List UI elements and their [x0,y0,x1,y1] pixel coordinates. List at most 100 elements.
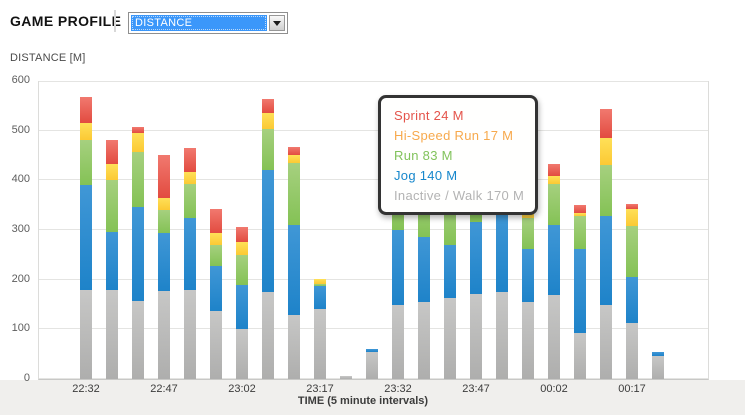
bar-segment-jog [210,266,222,311]
bar-segment-jog [288,225,300,315]
bar-segment-walk [262,292,274,379]
bar-segment-run [262,129,274,170]
chart-bar-23:57[interactable] [522,191,534,379]
chart-bar-22:32[interactable] [80,97,92,379]
chart-bar-00:07[interactable] [574,205,586,379]
chart-bar-22:57[interactable] [210,209,222,379]
bar-segment-jog [496,210,508,292]
chart-title: DISTANCE [M] [10,52,86,64]
bar-segment-run [210,245,222,266]
chevron-down-icon [273,21,281,26]
bar-segment-sprint [236,227,248,242]
bar-segment-walk [444,298,456,379]
page-title: GAME PROFILE [10,13,122,29]
bar-segment-walk [418,302,430,379]
chart-bar-00:12[interactable] [600,109,612,379]
y-axis-tick-label: 0 [23,372,30,384]
bar-segment-walk [366,352,378,379]
x-axis-tick-label: 23:47 [462,383,490,395]
bar-segment-sprint [288,147,300,155]
bar-segment-walk [288,315,300,379]
bar-segment-jog [106,232,118,290]
bar-segment-run [314,284,326,286]
bar-segment-hispeed [158,198,170,210]
bar-segment-walk [340,376,352,379]
bar-segment-jog [418,237,430,302]
bar-segment-hispeed [522,212,534,218]
chart-bar-00:22[interactable] [652,352,664,379]
chart-bar-22:37[interactable] [106,140,118,379]
axis-strip [0,380,745,415]
gridline [39,279,708,280]
bar-segment-jog [548,225,560,295]
bar-segment-hispeed [626,209,638,226]
bar-segment-jog [184,218,196,290]
bar-segment-hispeed [600,138,612,165]
chart-bar-23:07[interactable] [262,99,274,379]
bar-segment-hispeed [236,242,248,255]
bar-segment-walk [80,290,92,379]
bar-segment-run [522,218,534,249]
y-axis-tick-label: 600 [11,74,30,86]
bar-segment-sprint [158,155,170,198]
x-axis-tick-label: 22:32 [72,383,100,395]
chart-bar-23:27[interactable] [366,349,378,379]
x-axis-tick-label: 22:47 [150,383,178,395]
bar-segment-walk [522,302,534,379]
selected-option-label: DISTANCE [135,17,193,29]
bar-segment-sprint [548,164,560,176]
bar-segment-jog [80,185,92,290]
bar-segment-hispeed [288,155,300,163]
gridline [39,179,708,180]
chart-bar-23:22[interactable] [340,376,352,379]
bar-segment-sprint [600,109,612,138]
chart-bar-23:17[interactable] [314,279,326,379]
bar-segment-jog [522,249,534,302]
bar-segment-jog [392,230,404,305]
chart-tooltip: Sprint 24 M Hi-Speed Run 17 M Run 83 M Jog … [378,95,539,215]
bar-segment-run [574,216,586,249]
bar-segment-jog [574,249,586,333]
bar-segment-walk [236,329,248,379]
gridline [39,229,708,230]
bar-segment-run [80,140,92,185]
bar-segment-run [106,180,118,232]
bar-segment-run [548,184,560,225]
x-axis-title: TIME (5 minute intervals) [297,395,429,407]
bar-segment-walk [132,301,144,379]
chart-bar-00:02[interactable] [548,164,560,379]
bar-segment-sprint [626,204,638,209]
chart-bar-23:12[interactable] [288,147,300,379]
bar-segment-jog [158,233,170,291]
header-divider [114,10,116,32]
bar-segment-jog [470,222,482,294]
gridline [39,328,708,329]
tooltip-line-hispeed: Hi-Speed Run 17 M [394,128,514,143]
x-axis-tick-label: 23:32 [384,383,412,395]
chart-bar-22:47[interactable] [158,155,170,379]
dropdown-arrow-icon[interactable] [269,15,285,31]
bar-segment-run [236,255,248,285]
bar-segment-walk [626,323,638,379]
bar-segment-jog [366,349,378,352]
selected-option[interactable]: DISTANCE [131,15,267,31]
bar-segment-walk [314,309,326,379]
chart-bar-23:02[interactable] [236,227,248,379]
bar-segment-jog [626,277,638,323]
bar-segment-hispeed [262,113,274,129]
bar-segment-jog [314,286,326,309]
x-axis-tick-label: 00:02 [540,383,568,395]
bar-segment-sprint [574,205,586,213]
bar-segment-walk [210,311,222,379]
bar-segment-sprint [132,127,144,133]
chart-bar-22:42[interactable] [132,127,144,379]
bar-segment-jog [132,207,144,301]
chart-bar-00:17[interactable] [626,204,638,379]
bar-segment-jog [652,352,664,356]
x-axis-tick-label: 23:17 [306,383,334,395]
y-axis-tick-label: 300 [11,223,30,235]
gridline [39,130,708,131]
profile-metric-select[interactable]: DISTANCE [128,12,288,34]
chart-bar-22:52[interactable] [184,148,196,379]
